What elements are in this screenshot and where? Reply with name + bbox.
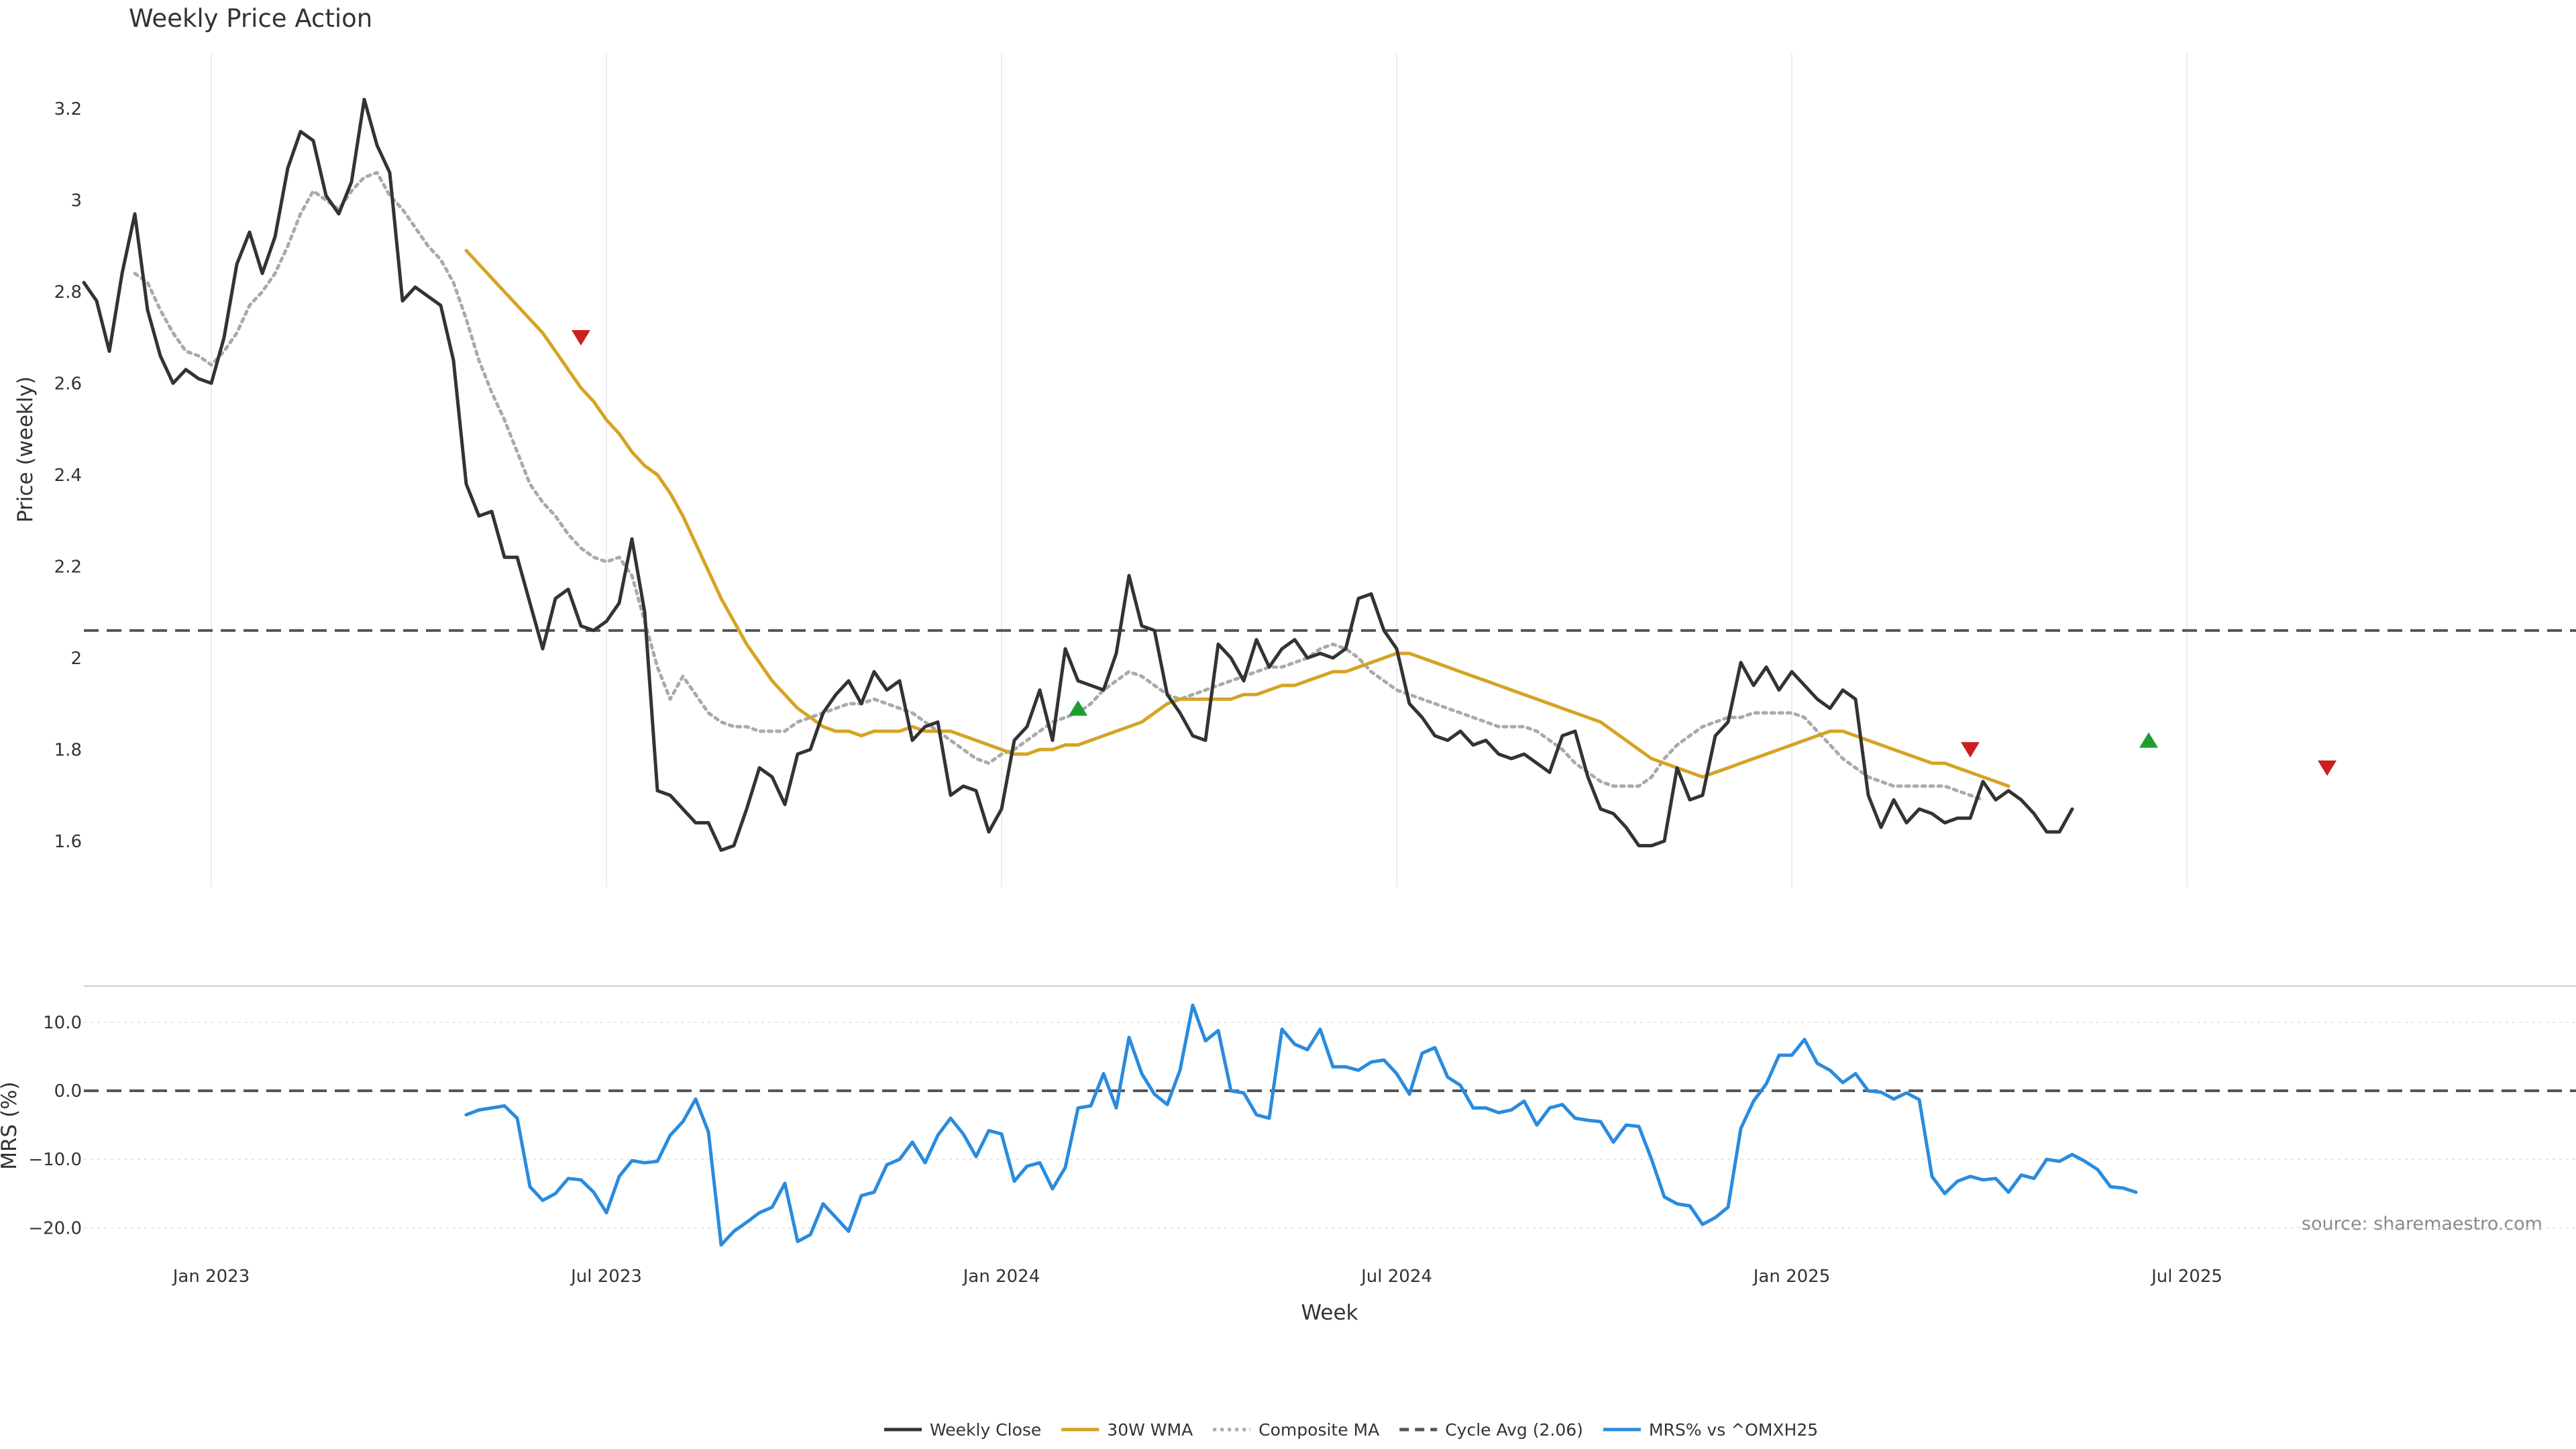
price-y-tick-label: 1.8 — [54, 740, 82, 760]
mrs-series — [84, 1003, 2576, 1247]
price-panel: 1.6 1.8 2 2.2 2.4 2.6 2.8 3 3.2 — [54, 54, 2576, 887]
x-axis-ticks: Jan 2023 Jul 2023 Jan 2024 Jul 2024 Jan 2025… — [172, 1267, 2222, 1287]
price-composite-ma-line — [133, 170, 1985, 802]
x-tick-label: Jan 2025 — [1752, 1267, 1831, 1287]
price-y-tick-label: 2.2 — [54, 557, 82, 577]
sell-signal-marker — [572, 330, 590, 346]
price-grid — [211, 54, 2188, 887]
x-tick-label: Jan 2023 — [172, 1267, 250, 1287]
price-y-tick-label: 2.8 — [54, 282, 82, 303]
mrs-y-tick-label: −10.0 — [28, 1150, 82, 1170]
price-weekly-close-line — [82, 97, 2074, 852]
price-30w-wma-line — [464, 248, 2010, 788]
x-tick-label: Jul 2024 — [1360, 1267, 1432, 1287]
price-y-tick-label: 3.2 — [54, 99, 82, 119]
price-y-tick-label: 2.6 — [54, 374, 82, 394]
mrs-y-tick-label: 0.0 — [54, 1081, 82, 1102]
price-y-ticks: 1.6 1.8 2 2.2 2.4 2.6 2.8 3 3.2 — [54, 99, 82, 852]
price-y-axis-title: Price (weekly) — [13, 376, 38, 523]
mrs-mrs-vs-omxh25-line — [464, 1003, 2138, 1247]
chart-title: Weekly Price Action — [129, 4, 372, 33]
x-axis-title: Week — [1301, 1301, 1358, 1325]
price-y-tick-label: 3 — [70, 191, 82, 211]
price-y-tick-label: 1.6 — [54, 832, 82, 852]
mrs-y-tick-label: 10.0 — [43, 1013, 82, 1033]
buy-signal-marker — [1069, 700, 1087, 716]
legend-label-mrs-vs-omxh25: MRS% vs ^OMXH25 — [1649, 1420, 1818, 1440]
mrs-panel: −20.0 −10.0 0.0 10.0 — [28, 985, 2576, 1247]
price-y-tick-label: 2.4 — [54, 466, 82, 486]
legend-label-30w-wma: 30W WMA — [1107, 1420, 1193, 1440]
x-tick-label: Jul 2023 — [570, 1267, 642, 1287]
signal-markers — [572, 330, 2337, 776]
x-tick-label: Jul 2025 — [2150, 1267, 2222, 1287]
legend-label-weekly-close: Weekly Close — [930, 1420, 1041, 1440]
price-y-tick-label: 2 — [70, 649, 82, 669]
source-note: source: sharemaestro.com — [2302, 1214, 2542, 1234]
mrs-y-tick-label: −20.0 — [28, 1218, 82, 1238]
x-tick-label: Jan 2024 — [962, 1267, 1040, 1287]
buy-signal-marker — [2139, 732, 2158, 748]
legend-label-cycle-avg-2-06: Cycle Avg (2.06) — [1445, 1420, 1583, 1440]
mrs-y-axis-title: MRS (%) — [0, 1081, 21, 1169]
price-series — [82, 97, 2576, 852]
legend: Weekly Close 30W WMA Composite MA Cycle Avg… — [884, 1420, 1818, 1440]
mrs-y-ticks: −20.0 −10.0 0.0 10.0 — [28, 1013, 82, 1238]
sell-signal-marker — [1961, 742, 1980, 758]
sell-signal-marker — [2318, 760, 2337, 776]
legend-label-composite-ma: Composite MA — [1258, 1420, 1379, 1440]
